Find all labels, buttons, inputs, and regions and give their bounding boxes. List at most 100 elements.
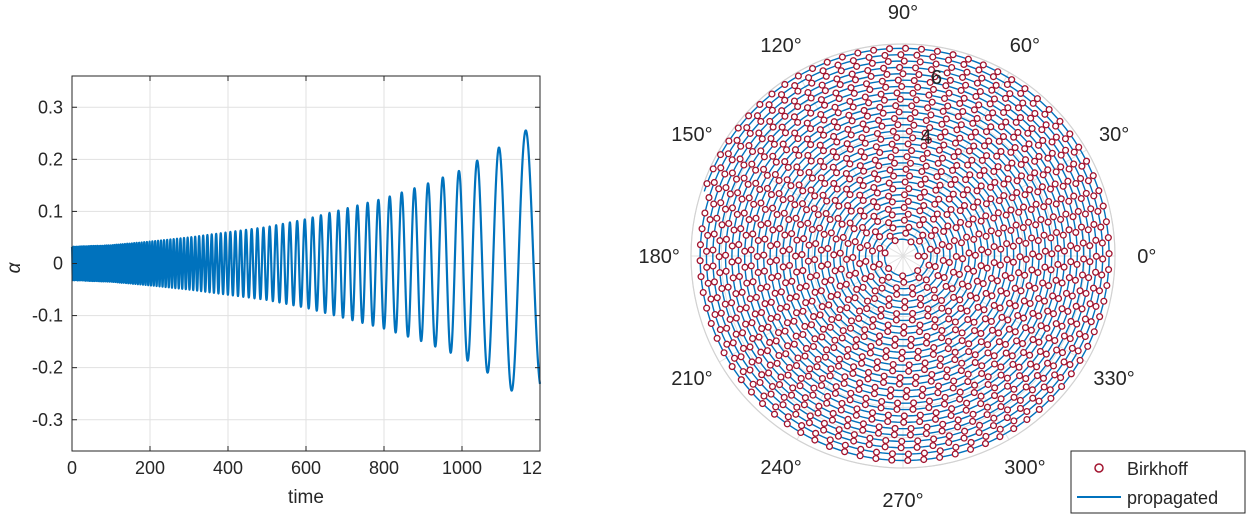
birkhoff-point (844, 125, 852, 133)
birkhoff-point (748, 358, 756, 366)
birkhoff-point (860, 167, 868, 175)
birkhoff-point (966, 171, 974, 179)
birkhoff-point (900, 216, 908, 224)
birkhoff-point (978, 369, 986, 378)
birkhoff-point (944, 337, 953, 345)
birkhoff-point (862, 126, 870, 134)
birkhoff-point (984, 248, 992, 256)
birkhoff-point (1066, 130, 1074, 138)
birkhoff-point (995, 338, 1003, 346)
birkhoff-point (811, 288, 819, 296)
birkhoff-point (907, 147, 916, 155)
birkhoff-point (916, 328, 924, 336)
birkhoff-point (971, 251, 979, 259)
birkhoff-point (1014, 104, 1023, 112)
birkhoff-point (1058, 382, 1066, 391)
y-tick-labels: -0.3 -0.2 -0.1 0 0.1 0.2 0.3 (32, 97, 63, 430)
birkhoff-point (771, 289, 779, 297)
birkhoff-point (945, 89, 953, 97)
birkhoff-point (862, 257, 870, 265)
birkhoff-point (851, 76, 859, 84)
birkhoff-point (781, 96, 789, 104)
birkhoff-point (954, 423, 962, 431)
birkhoff-point (918, 392, 926, 400)
birkhoff-point (791, 201, 799, 209)
birkhoff-point (914, 354, 922, 362)
birkhoff-point (956, 207, 964, 215)
birkhoff-point (1031, 157, 1039, 165)
birkhoff-point (932, 409, 940, 417)
birkhoff-point (860, 106, 868, 114)
birkhoff-point (781, 129, 790, 137)
birkhoff-point (717, 199, 725, 207)
birkhoff-point (960, 434, 968, 442)
birkhoff-point (907, 335, 915, 343)
birkhoff-point (975, 421, 984, 429)
birkhoff-point (874, 175, 882, 183)
birkhoff-point (770, 140, 778, 148)
birkhoff-point (796, 169, 804, 177)
birkhoff-point (1039, 279, 1047, 287)
birkhoff-point (824, 260, 832, 269)
birkhoff-point (920, 202, 928, 210)
birkhoff-point (1002, 118, 1010, 126)
birkhoff-point (931, 263, 939, 271)
birkhoff-point (956, 395, 964, 403)
birkhoff-point (957, 239, 965, 247)
birkhoff-point (882, 83, 890, 91)
birkhoff-point (994, 68, 1002, 76)
birkhoff-point (1070, 148, 1078, 156)
birkhoff-point (945, 438, 953, 447)
birkhoff-point (937, 296, 946, 305)
birkhoff-point (734, 189, 742, 197)
birkhoff-point (722, 235, 730, 243)
birkhoff-point (944, 307, 953, 315)
birkhoff-point (929, 442, 937, 450)
birkhoff-point (930, 344, 938, 352)
y-tick-label: -0.1 (32, 306, 63, 326)
birkhoff-point (954, 113, 962, 121)
birkhoff-point (897, 51, 905, 59)
birkhoff-point (907, 342, 915, 350)
birkhoff-point (772, 256, 781, 264)
birkhoff-point (933, 47, 941, 55)
birkhoff-point (936, 355, 945, 363)
x-tick-label: 200 (135, 458, 165, 478)
birkhoff-point (1016, 253, 1024, 261)
birkhoff-point (1026, 351, 1034, 359)
birkhoff-point (867, 72, 875, 80)
birkhoff-point (818, 81, 826, 89)
birkhoff-point (775, 351, 783, 360)
birkhoff-point (843, 185, 851, 193)
birkhoff-point (944, 345, 952, 353)
birkhoff-point (784, 371, 792, 379)
birkhoff-point (860, 333, 868, 341)
birkhoff-point (880, 96, 888, 104)
birkhoff-point (956, 296, 964, 304)
birkhoff-point (964, 161, 972, 169)
birkhoff-point (1008, 76, 1016, 84)
birkhoff-point (838, 334, 846, 342)
birkhoff-point (977, 392, 985, 400)
birkhoff-point (1070, 160, 1078, 168)
birkhoff-point (951, 176, 959, 184)
birkhoff-point (883, 70, 891, 78)
time-series-grid (71, 76, 540, 451)
birkhoff-point (862, 394, 870, 402)
birkhoff-point (1018, 339, 1027, 348)
birkhoff-point (928, 98, 936, 106)
birkhoff-point (859, 283, 867, 291)
birkhoff-point (1042, 121, 1050, 129)
birkhoff-point (937, 168, 945, 176)
birkhoff-point (1002, 349, 1010, 357)
birkhoff-point (857, 147, 865, 156)
birkhoff-point (781, 112, 789, 120)
birkhoff-point (997, 371, 1005, 379)
birkhoff-point (982, 232, 990, 240)
birkhoff-point (827, 292, 835, 300)
birkhoff-point (870, 46, 878, 54)
birkhoff-point (716, 269, 724, 277)
birkhoff-point (809, 391, 817, 399)
birkhoff-point (810, 205, 818, 213)
birkhoff-point (830, 251, 838, 259)
